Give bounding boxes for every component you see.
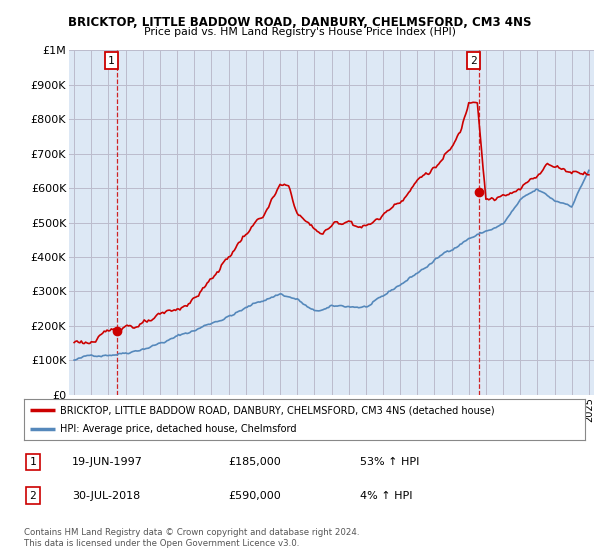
Text: £185,000: £185,000	[228, 457, 281, 467]
Text: HPI: Average price, detached house, Chelmsford: HPI: Average price, detached house, Chel…	[61, 424, 297, 435]
Text: 2: 2	[29, 491, 37, 501]
Text: 4% ↑ HPI: 4% ↑ HPI	[360, 491, 413, 501]
Text: 2: 2	[470, 56, 477, 66]
Text: BRICKTOP, LITTLE BADDOW ROAD, DANBURY, CHELMSFORD, CM3 4NS (detached house): BRICKTOP, LITTLE BADDOW ROAD, DANBURY, C…	[61, 405, 495, 415]
Text: 30-JUL-2018: 30-JUL-2018	[72, 491, 140, 501]
Text: Contains HM Land Registry data © Crown copyright and database right 2024.: Contains HM Land Registry data © Crown c…	[24, 528, 359, 536]
Text: BRICKTOP, LITTLE BADDOW ROAD, DANBURY, CHELMSFORD, CM3 4NS: BRICKTOP, LITTLE BADDOW ROAD, DANBURY, C…	[68, 16, 532, 29]
Text: 19-JUN-1997: 19-JUN-1997	[72, 457, 143, 467]
Text: 53% ↑ HPI: 53% ↑ HPI	[360, 457, 419, 467]
Text: This data is licensed under the Open Government Licence v3.0.: This data is licensed under the Open Gov…	[24, 539, 299, 548]
Text: Price paid vs. HM Land Registry's House Price Index (HPI): Price paid vs. HM Land Registry's House …	[144, 27, 456, 37]
Text: 1: 1	[29, 457, 37, 467]
Text: 1: 1	[108, 56, 115, 66]
Text: £590,000: £590,000	[228, 491, 281, 501]
